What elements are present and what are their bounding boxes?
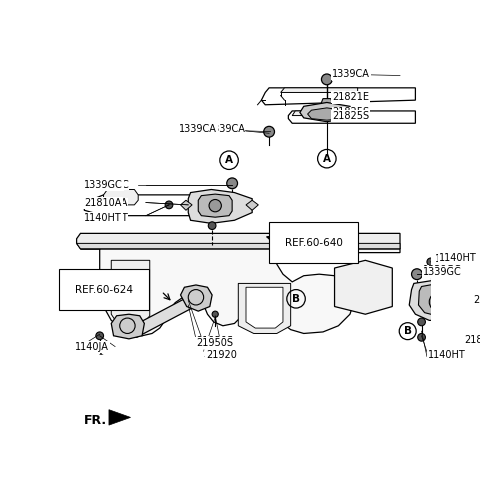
Text: A: A	[225, 155, 233, 165]
Polygon shape	[109, 410, 131, 425]
Text: B: B	[292, 294, 300, 304]
Polygon shape	[180, 200, 192, 210]
Circle shape	[212, 311, 218, 317]
Text: 1339CA: 1339CA	[332, 69, 370, 79]
Text: 21821E: 21821E	[332, 94, 369, 104]
Text: 21841C: 21841C	[466, 336, 480, 346]
Text: 21821E: 21821E	[332, 94, 369, 104]
Circle shape	[96, 332, 104, 340]
Text: 21810A: 21810A	[84, 197, 121, 207]
Text: B: B	[404, 326, 412, 336]
Text: 1140JA: 1140JA	[77, 344, 110, 354]
Text: 1140HT: 1140HT	[428, 350, 466, 360]
Text: 21810A: 21810A	[90, 197, 128, 207]
Circle shape	[411, 269, 422, 280]
Polygon shape	[77, 233, 400, 249]
Text: 21920: 21920	[204, 349, 235, 359]
Polygon shape	[281, 88, 358, 93]
Polygon shape	[335, 261, 392, 314]
Polygon shape	[111, 314, 144, 339]
Text: A: A	[323, 154, 331, 164]
Circle shape	[165, 201, 173, 209]
Text: 1339GC: 1339GC	[90, 180, 129, 190]
Circle shape	[441, 269, 452, 280]
Text: 1339CA: 1339CA	[207, 124, 245, 134]
Circle shape	[418, 334, 425, 341]
Text: 1140HT: 1140HT	[90, 213, 128, 223]
Text: 21830C: 21830C	[471, 294, 480, 304]
Polygon shape	[104, 189, 138, 205]
Text: 1339GC: 1339GC	[423, 267, 462, 277]
Text: 21830C: 21830C	[471, 294, 480, 304]
Polygon shape	[77, 243, 400, 249]
Polygon shape	[409, 280, 468, 320]
Circle shape	[208, 222, 216, 229]
Text: 21825S: 21825S	[332, 111, 370, 121]
Text: 1140HT: 1140HT	[435, 254, 472, 264]
Text: 21920: 21920	[206, 350, 237, 360]
Polygon shape	[262, 88, 415, 105]
Text: 21950S: 21950S	[196, 336, 233, 346]
Text: REF.60-624: REF.60-624	[75, 285, 133, 295]
Text: 21825S: 21825S	[332, 108, 370, 117]
Circle shape	[227, 178, 238, 189]
Text: 1339GC: 1339GC	[423, 265, 462, 275]
Polygon shape	[81, 249, 400, 336]
Text: 1140HT: 1140HT	[427, 352, 465, 362]
Polygon shape	[292, 111, 354, 116]
Circle shape	[418, 318, 425, 326]
Circle shape	[322, 74, 332, 85]
Text: 21920: 21920	[204, 349, 235, 359]
Text: 1339GC: 1339GC	[84, 180, 123, 190]
Text: 21825S: 21825S	[332, 108, 370, 117]
Circle shape	[429, 293, 448, 311]
Text: REF.60-640: REF.60-640	[285, 237, 342, 247]
Polygon shape	[308, 108, 345, 120]
Text: 21830C: 21830C	[473, 296, 480, 306]
Polygon shape	[84, 195, 246, 215]
Text: 1339CA: 1339CA	[332, 71, 370, 81]
Text: 1339CA: 1339CA	[179, 124, 217, 134]
Polygon shape	[198, 194, 232, 217]
Polygon shape	[238, 284, 291, 334]
Text: 1140HT: 1140HT	[90, 213, 128, 223]
Text: 21841C: 21841C	[466, 336, 480, 346]
Polygon shape	[188, 189, 252, 223]
Polygon shape	[432, 328, 462, 340]
Text: FR.: FR.	[84, 414, 108, 427]
Polygon shape	[419, 284, 462, 317]
Polygon shape	[288, 111, 415, 123]
Circle shape	[427, 258, 435, 266]
Polygon shape	[129, 299, 192, 337]
Text: 1140HT: 1140HT	[439, 253, 476, 263]
Text: 1140HT: 1140HT	[435, 254, 472, 264]
Text: 21950S: 21950S	[196, 338, 233, 348]
Text: 1339GC: 1339GC	[423, 265, 462, 275]
Text: 1339CA: 1339CA	[332, 71, 370, 81]
Polygon shape	[246, 200, 258, 210]
Text: 1140HT: 1140HT	[84, 213, 122, 223]
Text: 1339CA: 1339CA	[207, 124, 245, 134]
Polygon shape	[180, 285, 212, 311]
Text: 1339GC: 1339GC	[90, 180, 129, 190]
Text: 1140JA: 1140JA	[77, 344, 110, 354]
Circle shape	[209, 199, 221, 212]
Text: 1140HT: 1140HT	[427, 352, 465, 362]
Text: 21841C: 21841C	[465, 335, 480, 345]
Polygon shape	[246, 287, 283, 328]
Text: 1140JA: 1140JA	[75, 342, 109, 352]
Polygon shape	[322, 99, 332, 106]
Text: 21821E: 21821E	[332, 92, 369, 102]
Text: 21810A: 21810A	[90, 197, 128, 207]
Polygon shape	[111, 261, 150, 330]
Polygon shape	[300, 103, 352, 122]
Text: 21950S: 21950S	[196, 336, 233, 346]
Circle shape	[264, 126, 275, 137]
